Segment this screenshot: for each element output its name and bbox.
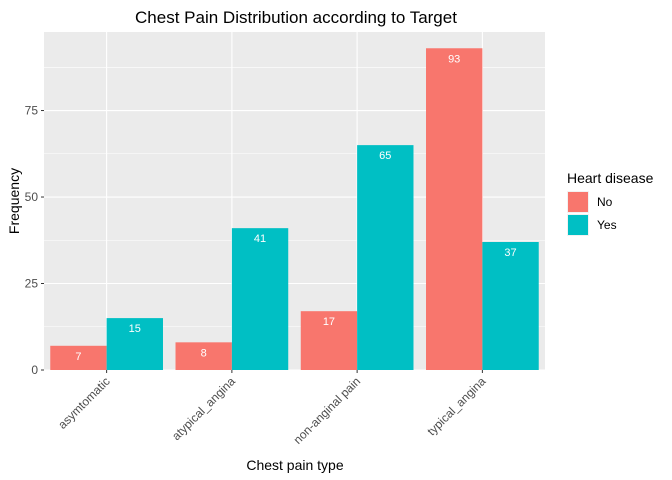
bar-label-no-atypical-angina: 8 [201, 347, 207, 359]
bar-label-yes-asymtomatic: 15 [129, 323, 141, 335]
legend-key-yes [568, 215, 588, 235]
legend-key-no [568, 192, 588, 212]
x-tick-label: asymtomatic [55, 374, 113, 432]
bar-yes-atypical-angina [231, 228, 289, 370]
bar-no-asymtomatic [50, 345, 107, 370]
x-axis-title: Chest pain type [246, 457, 343, 473]
legend-title: Heart disease [567, 170, 654, 186]
chart-title: Chest Pain Distribution according to Tar… [135, 8, 457, 27]
bar-labels: 7 8 17 93 15 41 65 37 [75, 53, 516, 363]
x-tick-label: typical_angina [424, 374, 488, 438]
bar-no-atypical-angina [175, 342, 232, 370]
y-tick-label: 0 [31, 363, 38, 377]
bar-label-no-non-anginal-pain: 17 [323, 316, 335, 328]
legend-label-no: No [597, 195, 613, 209]
legend-label-yes: Yes [597, 218, 617, 232]
x-tick-label: atypical_angina [169, 374, 238, 443]
bar-yes-asymtomatic [106, 318, 163, 370]
bar-label-yes-typical-angina: 37 [504, 247, 516, 259]
bar-yes-typical-angina [482, 241, 539, 370]
bar-label-yes-non-anginal-pain: 65 [379, 150, 391, 162]
bar-label-no-asymtomatic: 7 [75, 351, 81, 363]
bar-no-typical-angina [426, 48, 483, 370]
y-axis-title: Frequency [6, 168, 22, 234]
bar-label-yes-atypical-angina: 41 [254, 233, 266, 245]
bars [50, 48, 539, 370]
x-axis: asymtomatic atypical_angina non-anginal pa… [55, 370, 489, 447]
y-tick-label: 50 [25, 190, 39, 204]
y-tick-label: 75 [25, 104, 39, 118]
legend-items: No Yes [567, 191, 617, 236]
y-axis: 0 25 50 75 [25, 104, 44, 377]
bar-label-no-typical-angina: 93 [448, 53, 460, 65]
bar-no-non-anginal-pain [300, 311, 358, 370]
bar-yes-non-anginal-pain [357, 145, 414, 370]
x-tick-label: non-anginal pain [291, 374, 364, 447]
y-tick-label: 25 [25, 277, 39, 291]
legend: Heart disease No Yes [567, 170, 654, 236]
